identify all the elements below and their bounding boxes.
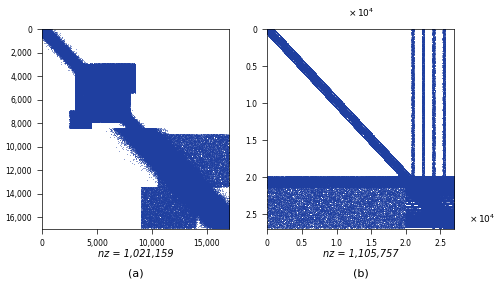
Text: (a): (a) xyxy=(128,269,143,279)
Text: $\times\,10^4$: $\times\,10^4$ xyxy=(469,212,496,225)
Text: $\times\,10^4$: $\times\,10^4$ xyxy=(348,7,374,19)
X-axis label: nz = 1,105,757: nz = 1,105,757 xyxy=(323,249,398,259)
X-axis label: nz = 1,021,159: nz = 1,021,159 xyxy=(98,249,173,259)
Text: (b): (b) xyxy=(353,269,368,279)
